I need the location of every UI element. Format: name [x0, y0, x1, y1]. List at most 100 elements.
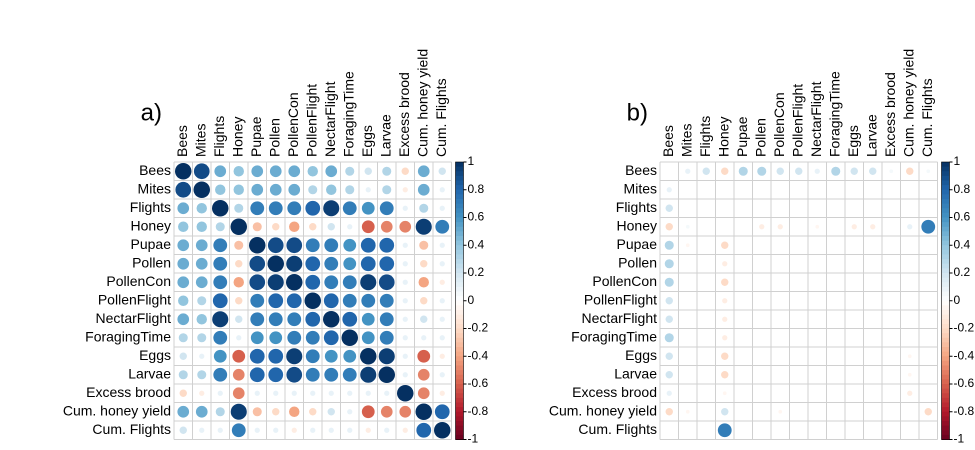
- correlation-circle: [379, 293, 394, 308]
- colorbar-segment: [941, 254, 950, 260]
- correlation-circle: [402, 353, 408, 359]
- colorbar-segment: [455, 263, 464, 269]
- correlation-circle: [342, 367, 357, 382]
- correlation-circle: [907, 372, 912, 377]
- correlation-circle: [402, 427, 408, 433]
- row-label: Pupae: [131, 236, 172, 252]
- correlation-circle: [232, 349, 246, 363]
- correlation-circle: [831, 166, 841, 176]
- correlation-circle: [347, 427, 353, 433]
- correlation-circle: [233, 166, 244, 177]
- colorbar-segment: [455, 240, 464, 246]
- correlation-circle: [685, 243, 690, 248]
- colorbar-segment: [941, 411, 950, 417]
- correlation-circle: [434, 404, 450, 420]
- colorbar-segment: [941, 217, 950, 223]
- colorbar-segment: [455, 393, 464, 399]
- row-label: Excess brood: [86, 384, 171, 400]
- correlation-circle: [417, 349, 431, 363]
- colorbar-segment: [455, 282, 464, 288]
- correlation-circle: [196, 314, 207, 325]
- correlation-circle: [421, 335, 427, 341]
- correlation-circle: [197, 370, 207, 380]
- colorbar-segment: [941, 337, 950, 343]
- correlation-circle: [324, 238, 339, 253]
- row-label: Pollen: [132, 254, 171, 270]
- correlation-circle: [232, 387, 245, 400]
- correlation-circle: [664, 333, 674, 343]
- colorbar-segment: [941, 323, 950, 329]
- correlation-circle: [305, 367, 320, 382]
- correlation-circle: [177, 202, 190, 215]
- correlation-circle: [360, 256, 376, 272]
- correlation-circle: [179, 389, 187, 397]
- correlation-circle: [399, 220, 412, 233]
- correlation-circle: [722, 261, 728, 267]
- colorbar-tick-label: 0.6: [954, 210, 971, 224]
- colorbar-segment: [455, 305, 464, 311]
- colorbar-segment: [941, 203, 950, 209]
- colorbar-segment: [455, 388, 464, 394]
- correlation-circle: [379, 237, 395, 253]
- correlation-circle: [323, 293, 339, 309]
- correlation-circle: [417, 183, 430, 196]
- colorbar-segment: [455, 416, 464, 422]
- correlation-circle: [235, 297, 243, 305]
- correlation-circle: [815, 224, 820, 229]
- correlation-circle: [402, 279, 408, 285]
- correlation-circle: [213, 349, 227, 363]
- correlation-circle: [178, 370, 188, 380]
- row-label: Larvae: [128, 365, 171, 381]
- row-label: NectarFlight: [582, 310, 658, 326]
- row-label: Honey: [131, 217, 171, 233]
- colorbar-segment: [941, 319, 950, 325]
- colorbar-segment: [455, 199, 464, 205]
- correlation-circle: [401, 167, 409, 175]
- row-label: Cum. honey yield: [63, 402, 171, 418]
- correlation-circle: [269, 183, 282, 196]
- correlation-circle: [287, 330, 302, 345]
- colorbar-tick-label: 0.4: [468, 237, 485, 251]
- correlation-circle: [399, 405, 412, 418]
- correlation-circle: [889, 169, 894, 174]
- column-label: Cum. Flights: [919, 78, 935, 157]
- colorbar-segment: [941, 268, 950, 274]
- colorbar-segment: [941, 374, 950, 380]
- correlation-circle: [702, 167, 710, 175]
- colorbar-segment: [941, 162, 950, 168]
- correlation-circle: [439, 372, 445, 378]
- colorbar-segment: [455, 333, 464, 339]
- correlation-circle: [722, 316, 728, 322]
- row-label: Cum. Flights: [578, 421, 657, 437]
- correlation-circle: [721, 408, 729, 416]
- correlation-circle: [195, 276, 208, 289]
- correlation-circle: [304, 292, 321, 309]
- correlation-circle: [215, 222, 225, 232]
- correlation-circle: [439, 205, 445, 211]
- row-label: Bees: [139, 162, 171, 178]
- correlation-circle: [286, 274, 303, 291]
- correlation-circle: [402, 335, 408, 341]
- correlation-circle: [215, 407, 225, 417]
- column-label: NectarFlight: [808, 81, 824, 157]
- colorbar-segment: [455, 296, 464, 302]
- row-label: Flights: [616, 199, 657, 215]
- colorbar-segment: [455, 166, 464, 172]
- correlation-circle: [342, 311, 358, 327]
- correlation-circle: [250, 331, 264, 345]
- correlation-circle: [287, 201, 302, 216]
- colorbar-segment: [941, 231, 950, 237]
- correlation-circle: [343, 257, 357, 271]
- correlation-circle: [417, 387, 430, 400]
- column-label: NectarFlight: [322, 81, 338, 157]
- colorbar-segment: [455, 402, 464, 408]
- colorbar-segment: [941, 185, 950, 191]
- row-label: Excess brood: [572, 384, 657, 400]
- correlation-circle: [419, 203, 429, 213]
- correlation-circle: [252, 222, 262, 232]
- correlation-circle: [327, 223, 335, 231]
- correlation-circle: [309, 408, 317, 416]
- correlation-circle: [267, 274, 284, 291]
- correlation-circle: [213, 367, 228, 382]
- correlation-circle: [249, 367, 265, 383]
